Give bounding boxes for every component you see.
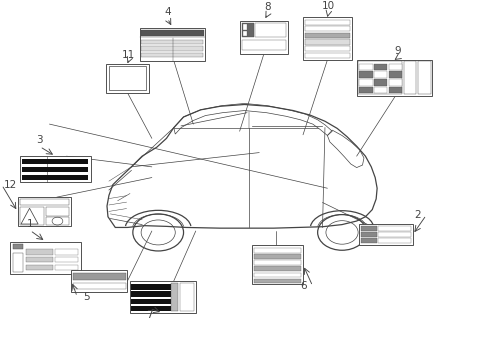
Bar (26, 257, 53, 262)
Bar (388, 71, 401, 78)
Bar (21, 175, 88, 180)
Bar (253, 254, 300, 258)
Bar (20, 207, 43, 225)
Bar (45, 207, 69, 216)
Text: 10: 10 (321, 1, 334, 12)
Bar (131, 298, 170, 304)
Text: 7: 7 (146, 310, 152, 320)
Bar (253, 273, 300, 277)
Bar (357, 61, 401, 94)
Text: 8: 8 (264, 2, 271, 12)
Bar (359, 63, 372, 70)
Bar (180, 283, 194, 311)
Bar (109, 67, 145, 90)
Bar (55, 249, 78, 255)
Bar (305, 33, 349, 38)
Bar (378, 238, 410, 243)
Bar (373, 79, 386, 86)
Bar (253, 248, 300, 252)
Bar (20, 156, 91, 182)
Bar (303, 17, 351, 60)
Bar (417, 61, 430, 94)
Bar (73, 273, 125, 280)
Bar (388, 63, 401, 70)
Bar (130, 281, 195, 313)
Bar (388, 79, 401, 86)
Bar (141, 30, 204, 36)
Bar (305, 19, 349, 25)
Bar (131, 292, 170, 297)
Bar (253, 279, 300, 283)
Bar (358, 224, 412, 245)
Bar (105, 63, 149, 93)
Bar (26, 265, 53, 270)
Bar (305, 46, 349, 51)
Bar (131, 284, 170, 290)
Bar (242, 24, 247, 30)
Bar (71, 270, 127, 292)
Bar (388, 87, 401, 94)
Text: 9: 9 (394, 46, 401, 56)
Bar (26, 249, 53, 255)
Bar (253, 266, 300, 271)
Bar (373, 87, 386, 94)
Bar (55, 265, 78, 270)
Bar (305, 26, 349, 31)
Bar (253, 260, 300, 265)
Bar (251, 245, 303, 284)
Bar (10, 242, 81, 274)
Bar (73, 283, 125, 289)
Bar (378, 226, 410, 231)
Bar (359, 87, 372, 94)
Bar (140, 28, 205, 60)
Bar (255, 23, 286, 37)
Bar (21, 167, 88, 172)
Text: 1: 1 (26, 219, 33, 229)
Text: 4: 4 (164, 7, 170, 17)
Text: 6: 6 (300, 281, 306, 291)
Bar (141, 40, 203, 44)
Bar (21, 159, 88, 165)
Bar (13, 253, 23, 272)
Bar (141, 53, 203, 57)
Bar (45, 217, 69, 225)
Text: 3: 3 (36, 135, 43, 145)
Bar (13, 244, 23, 249)
Bar (241, 40, 286, 50)
Bar (373, 63, 386, 70)
Bar (239, 21, 288, 54)
Bar (131, 306, 170, 311)
Bar (356, 60, 431, 96)
Bar (171, 283, 178, 311)
Bar (242, 31, 247, 36)
Bar (359, 79, 372, 86)
Text: 11: 11 (122, 50, 135, 60)
Bar (305, 53, 349, 58)
Bar (360, 226, 376, 231)
Bar (141, 46, 203, 51)
Text: 2: 2 (413, 210, 420, 220)
Bar (360, 238, 376, 243)
Bar (305, 39, 349, 45)
Bar (20, 199, 69, 205)
Bar (18, 197, 71, 226)
Bar (378, 233, 410, 237)
Bar (55, 257, 78, 262)
Text: 5: 5 (82, 292, 89, 302)
Bar (403, 61, 415, 94)
Bar (359, 71, 372, 78)
Bar (241, 23, 253, 37)
Text: 12: 12 (4, 180, 17, 190)
Bar (360, 233, 376, 237)
Bar (373, 71, 386, 78)
